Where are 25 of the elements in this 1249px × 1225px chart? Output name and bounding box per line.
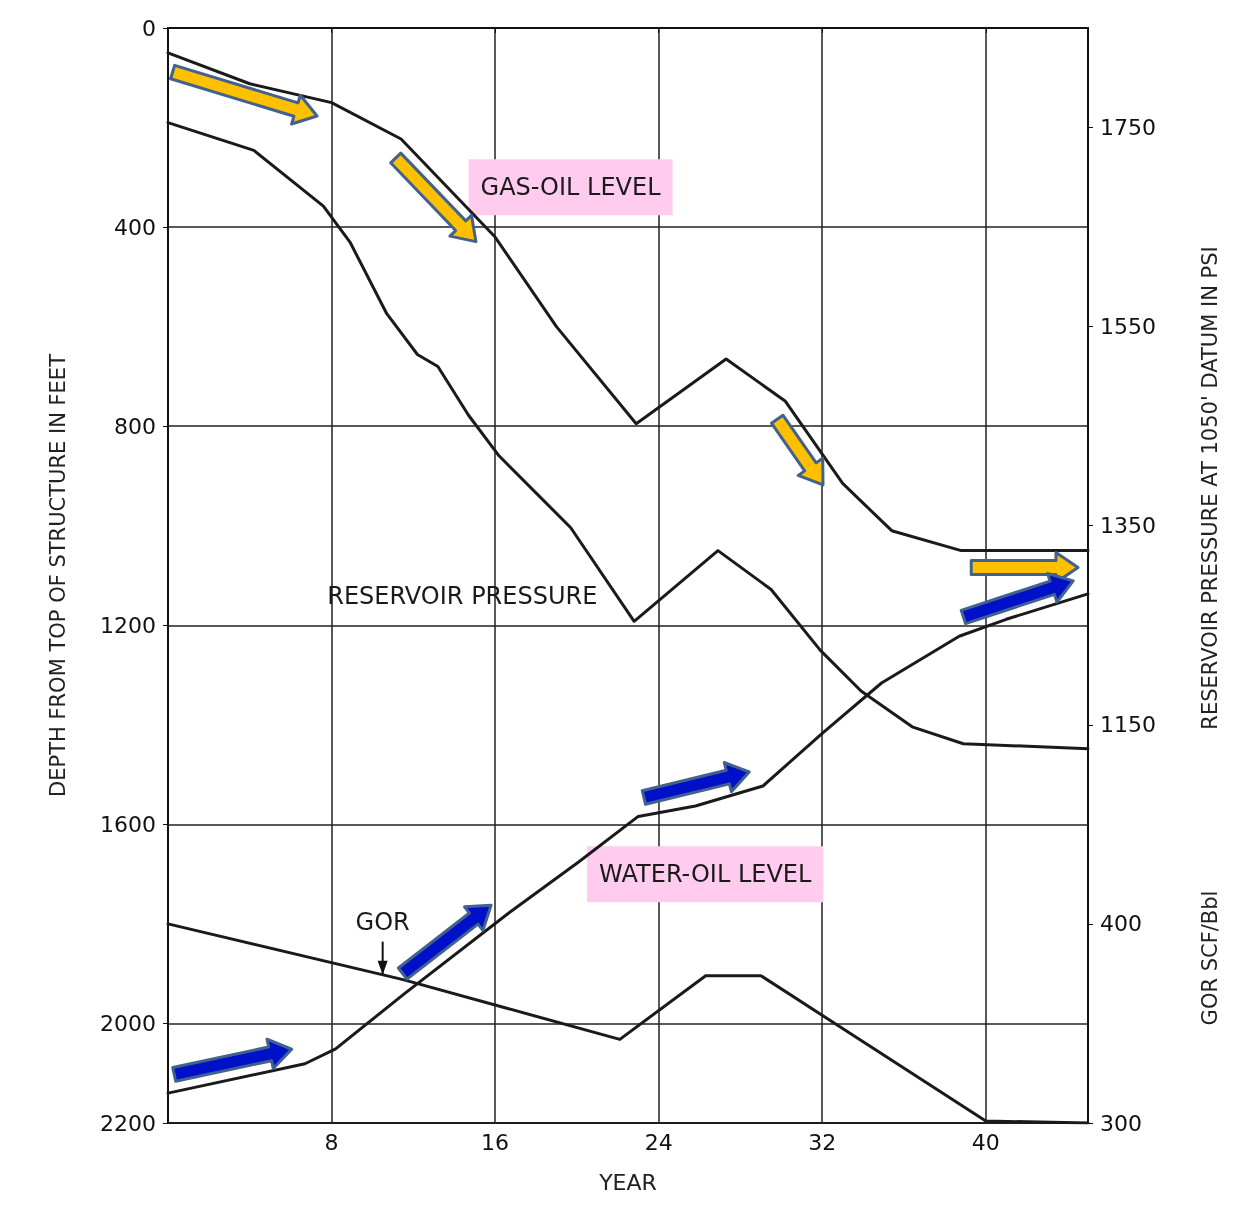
y-tick-label: 2200 xyxy=(100,1110,156,1136)
y-axis-title: DEPTH FROM TOP OF STRUCTURE IN FEET xyxy=(45,353,70,797)
y-tick-label: 1600 xyxy=(100,811,156,837)
y3-tick-label: 400 xyxy=(1100,911,1142,937)
y-tick-label: 1200 xyxy=(100,612,156,638)
series-label: WATER-OIL LEVEL xyxy=(599,860,813,889)
y2-tick-label: 1550 xyxy=(1100,314,1156,340)
y2-tick-label: 1350 xyxy=(1100,513,1156,539)
y3-axis-title: GOR SCF/Bbl xyxy=(1198,890,1222,1026)
x-tick-label: 24 xyxy=(644,1129,673,1155)
y2-tick-label: 1750 xyxy=(1100,115,1156,141)
y-tick-label: 800 xyxy=(114,413,156,439)
y-tick-label: 2000 xyxy=(100,1010,156,1036)
series-label: GOR xyxy=(355,908,410,937)
x-tick-label: 40 xyxy=(971,1129,1000,1155)
y3-tick-label: 300 xyxy=(1100,1110,1142,1136)
y2-tick-label: 1150 xyxy=(1100,712,1156,738)
x-tick-label: 32 xyxy=(808,1129,837,1155)
y2-axis-title: RESERVOIR PRESSURE AT 1050' DATUM IN PSI xyxy=(1198,246,1222,730)
series-label: GAS-OIL LEVEL xyxy=(480,173,662,202)
x-tick-label: 8 xyxy=(324,1129,339,1155)
y-tick-label: 400 xyxy=(114,214,156,240)
x-axis-title: YEAR xyxy=(598,1169,657,1195)
x-tick-label: 16 xyxy=(481,1129,510,1155)
y-tick-label: 0 xyxy=(142,15,156,41)
